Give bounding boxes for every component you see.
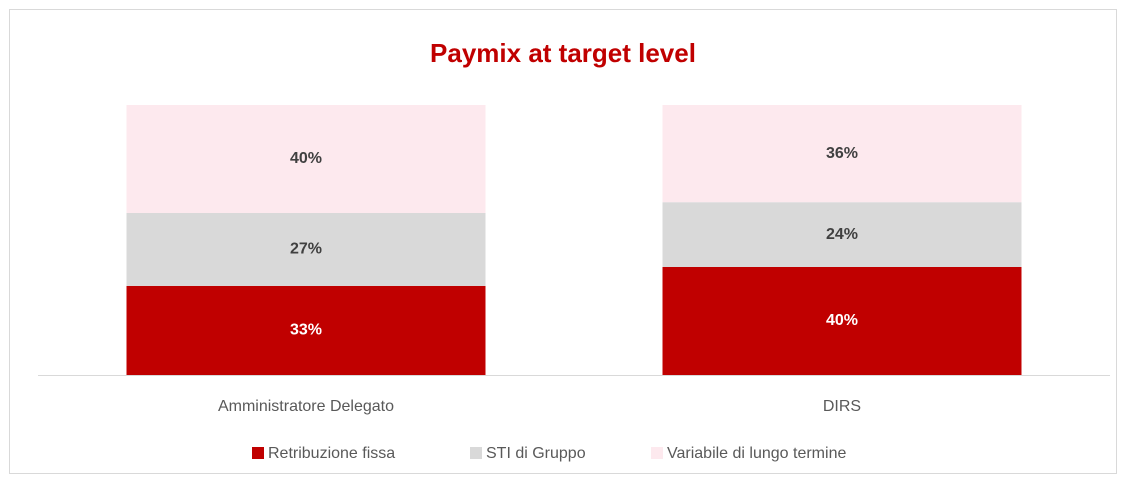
data-label: 33% xyxy=(290,322,322,339)
bar-segment xyxy=(126,105,486,213)
bar-segment xyxy=(126,285,486,375)
legend-swatch xyxy=(651,447,663,459)
x-tick-label: DIRS xyxy=(823,398,861,415)
bar-segment xyxy=(662,267,1022,375)
x-tick-label: Amministratore Delegato xyxy=(218,398,394,415)
legend-label: Retribuzione fissa xyxy=(268,445,395,462)
data-label: 40% xyxy=(826,312,858,329)
bar-segment xyxy=(662,202,1022,267)
data-label: 36% xyxy=(826,145,858,162)
chart-title: Paymix at target level xyxy=(430,38,696,68)
data-label: 24% xyxy=(826,226,858,243)
bar-segment xyxy=(126,213,486,286)
data-label: 40% xyxy=(290,150,322,167)
legend-label: STI di Gruppo xyxy=(486,445,586,462)
legend-label: Variabile di lungo termine xyxy=(667,445,846,462)
bar-segment xyxy=(662,105,1022,203)
data-label: 27% xyxy=(290,241,322,258)
legend-swatch xyxy=(252,447,264,459)
legend-swatch xyxy=(470,447,482,459)
